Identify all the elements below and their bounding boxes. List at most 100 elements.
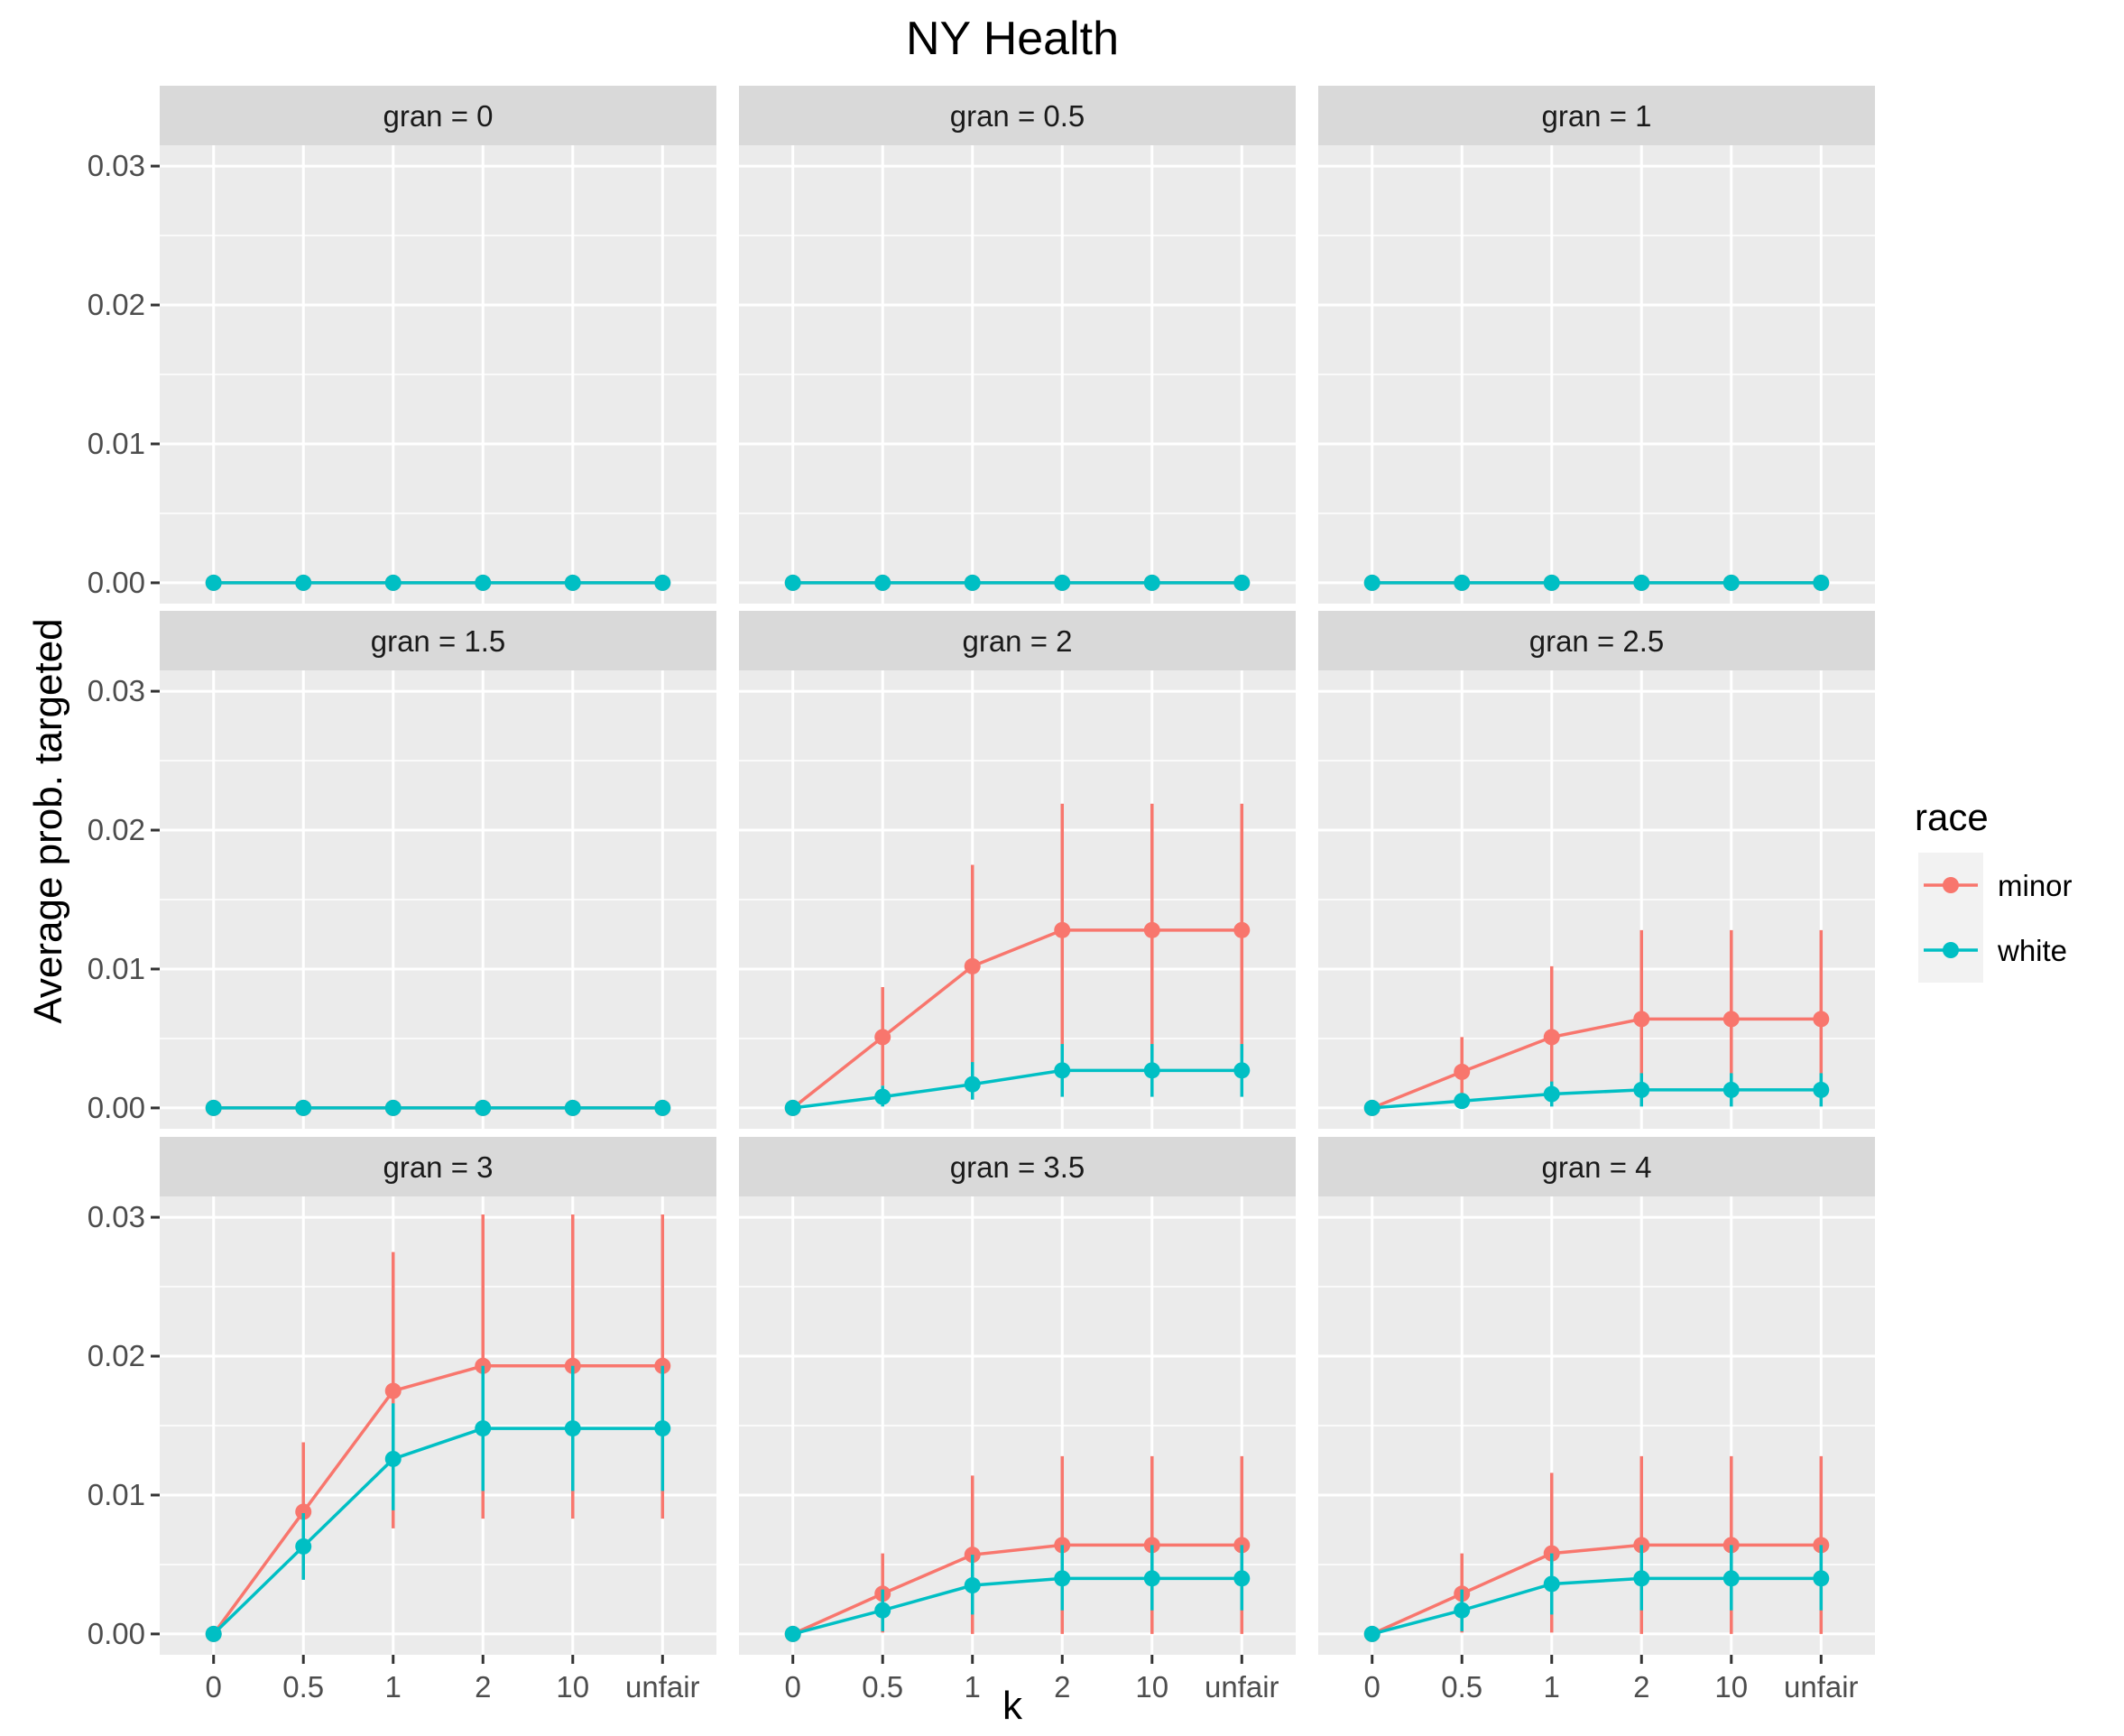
chart-title: NY Health xyxy=(906,13,1119,65)
y-tick-label: 0.01 xyxy=(88,1478,145,1511)
data-point-white xyxy=(384,574,402,591)
data-point-white xyxy=(654,1420,671,1437)
y-tick-label: 0.02 xyxy=(88,1339,145,1372)
facet-strip-label: gran = 1 xyxy=(1541,99,1651,133)
x-tick-label: 1 xyxy=(1544,1670,1560,1704)
data-point-white xyxy=(874,1088,891,1105)
data-point-white xyxy=(295,574,312,591)
data-point-minor xyxy=(295,1503,312,1520)
facet-strip xyxy=(160,611,716,670)
facet-strip xyxy=(1318,86,1875,145)
data-point-white xyxy=(295,1099,312,1116)
data-point-white xyxy=(1233,574,1251,591)
data-point-white xyxy=(564,1420,581,1437)
x-tick-label: 0 xyxy=(1364,1670,1381,1704)
y-tick-label: 0.02 xyxy=(88,288,145,321)
series-line-white xyxy=(1371,1088,1822,1110)
data-point-minor xyxy=(1543,1029,1560,1046)
data-point-white xyxy=(1143,574,1160,591)
y-tick-label: 0.00 xyxy=(88,566,145,599)
legend-marker-white xyxy=(1943,942,1959,958)
x-tick-label: unfair xyxy=(1205,1670,1279,1704)
data-point-white xyxy=(1233,1062,1251,1079)
x-tick-label: 1 xyxy=(385,1670,402,1704)
data-point-minor xyxy=(1233,921,1251,938)
y-tick-label: 0.03 xyxy=(88,674,145,707)
data-point-white xyxy=(784,1625,801,1642)
data-point-white xyxy=(874,1602,891,1619)
data-point-white xyxy=(295,1537,312,1555)
data-point-white xyxy=(654,1099,671,1116)
legend-label-white: white xyxy=(1997,934,2067,967)
facet-strip xyxy=(739,611,1296,670)
x-tick-label: 0.5 xyxy=(862,1670,903,1704)
facet-panels: gran = 0 0.00 0.01 0.02 0.03 gran = 0.5 gran =… xyxy=(88,86,1875,1704)
data-point-white xyxy=(1813,574,1830,591)
data-point-white xyxy=(1543,574,1560,591)
facet-panel: gran = 0 0.00 0.01 0.02 0.03 xyxy=(88,86,716,604)
x-tick-label: 2 xyxy=(1054,1670,1070,1704)
facet-strip xyxy=(739,86,1296,145)
facet-strip-label: gran = 1.5 xyxy=(371,624,506,658)
legend: race minor white xyxy=(1915,796,2073,983)
facet-strip xyxy=(1318,611,1875,670)
facet-panel: gran = 3 0.00 0.01 0.02 0.03 0 0.5 1 2 10 unfair xyxy=(88,1137,716,1704)
data-point-minor xyxy=(384,1382,402,1399)
data-point-white xyxy=(964,574,981,591)
data-point-white xyxy=(1454,1602,1471,1619)
data-point-white xyxy=(1813,1570,1830,1587)
x-tick-label: 0 xyxy=(785,1670,801,1704)
data-point-minor xyxy=(1454,1063,1471,1080)
data-point-white xyxy=(564,574,581,591)
data-point-white xyxy=(654,574,671,591)
y-tick-label: 0.01 xyxy=(88,952,145,985)
data-point-white xyxy=(1722,574,1740,591)
facet-strip-label: gran = 2 xyxy=(962,624,1072,658)
data-point-white xyxy=(1054,1062,1071,1079)
facet-strip xyxy=(739,1137,1296,1196)
legend-label-minor: minor xyxy=(1998,869,2073,902)
facet-panel: gran = 0.5 xyxy=(739,86,1296,604)
y-tick-label: 0.03 xyxy=(88,149,145,182)
series-line-minor xyxy=(1371,1017,1822,1110)
x-tick-label: 1 xyxy=(965,1670,981,1704)
data-point-white xyxy=(1363,1099,1381,1116)
facet-panel: gran = 2.5 xyxy=(1318,611,1875,1129)
facet-strip-label: gran = 3 xyxy=(383,1150,493,1184)
facet-panel: gran = 1.5 0.00 0.01 0.02 0.03 xyxy=(88,611,716,1129)
data-point-minor xyxy=(874,1029,891,1046)
series-line-minor xyxy=(791,928,1242,1110)
series-line-white xyxy=(792,1068,1242,1110)
data-point-white xyxy=(1722,1570,1740,1587)
y-axis-title: Average prob. targeted xyxy=(26,618,70,1023)
series-line-white xyxy=(1371,1576,1822,1636)
data-point-white xyxy=(205,1625,222,1642)
x-tick-label: 2 xyxy=(475,1670,491,1704)
data-point-white xyxy=(1143,1570,1160,1587)
legend-title: race xyxy=(1915,796,1989,838)
y-tick-label: 0.02 xyxy=(88,813,145,846)
data-point-white xyxy=(1633,1081,1650,1098)
series-line-minor xyxy=(212,1364,663,1635)
data-point-white xyxy=(1363,574,1381,591)
facet-strip-label: gran = 2.5 xyxy=(1529,624,1665,658)
data-point-white xyxy=(384,1099,402,1116)
y-tick-label: 0.03 xyxy=(88,1200,145,1233)
data-point-white xyxy=(1363,1625,1381,1642)
data-point-minor xyxy=(964,957,981,974)
data-point-white xyxy=(475,1099,492,1116)
data-point-white xyxy=(964,1577,981,1594)
facet-panel: gran = 4 0 0.5 1 2 10 unfair xyxy=(1318,1137,1875,1704)
data-point-white xyxy=(1143,1062,1160,1079)
x-tick-label: 10 xyxy=(1714,1670,1748,1704)
data-point-white xyxy=(1543,1085,1560,1103)
data-point-white xyxy=(1722,1081,1740,1098)
data-point-white xyxy=(475,574,492,591)
facet-strip-label: gran = 4 xyxy=(1541,1150,1651,1184)
x-tick-label: unfair xyxy=(1784,1670,1859,1704)
facet-panel: gran = 2 xyxy=(739,611,1296,1129)
x-axis-title: k xyxy=(1002,1684,1023,1728)
data-point-white xyxy=(874,574,891,591)
y-tick-label: 0.00 xyxy=(88,1617,145,1650)
